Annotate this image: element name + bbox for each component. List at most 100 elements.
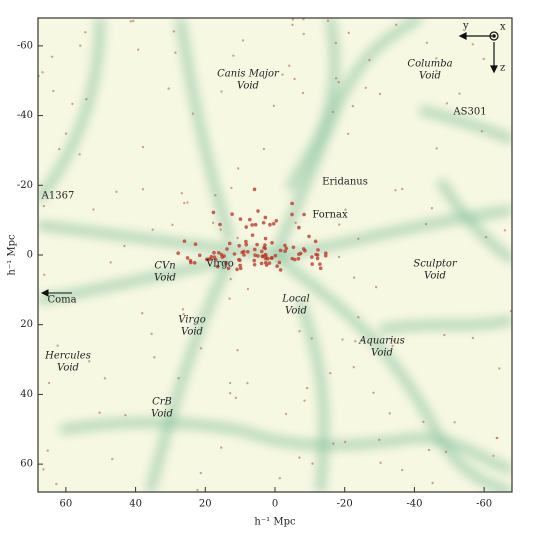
annotation: AS301: [452, 107, 486, 118]
x-tick-label: 20: [199, 499, 212, 510]
annotation: A1367: [41, 191, 75, 202]
galaxy-dot: [314, 252, 318, 257]
galaxy-dot: [272, 104, 276, 108]
galaxy-dot: [431, 481, 434, 485]
galaxy-dot: [294, 221, 297, 224]
galaxy-dot: [443, 333, 446, 337]
galaxy-dot: [337, 255, 341, 259]
galaxy-dot: [220, 90, 223, 93]
galaxy-dot: [337, 223, 341, 226]
galaxy-dot: [252, 187, 257, 192]
galaxy-dot: [427, 448, 431, 452]
galaxy-dot: [354, 340, 357, 343]
galaxy-dot: [250, 223, 254, 227]
galaxy-dot: [115, 190, 118, 193]
x-tick-label: 0: [272, 499, 278, 510]
galaxy-dot: [242, 253, 246, 257]
arrow-head: [40, 289, 49, 297]
galaxy-dot: [395, 23, 398, 26]
galaxy-dot: [278, 268, 283, 272]
galaxy-dot: [337, 80, 340, 84]
galaxy-dot: [132, 19, 135, 23]
galaxy-dot: [103, 377, 107, 380]
galaxy-dot: [278, 476, 281, 480]
galaxy-dot: [374, 285, 378, 289]
galaxy-dot: [291, 23, 294, 27]
galaxy-dot: [182, 312, 185, 316]
galaxy-dot: [229, 277, 233, 281]
compass-arrowhead: [490, 65, 498, 74]
annotation: CVn: [154, 261, 175, 272]
galaxy-dot: [199, 471, 203, 475]
galaxy-dot: [193, 242, 198, 247]
annotation: Virgo: [178, 315, 205, 326]
galaxy-dot: [129, 20, 132, 23]
galaxy-dot: [186, 201, 189, 204]
galaxy-dot: [290, 201, 294, 206]
compass-arrowhead: [458, 32, 467, 40]
galaxy-dot: [46, 449, 49, 452]
galaxy-dot: [246, 287, 250, 291]
galaxy-dot: [58, 147, 61, 151]
annotation: Void: [57, 363, 79, 374]
galaxy-dot: [228, 391, 232, 395]
galaxy-dot: [498, 367, 501, 370]
annotation: Void: [424, 271, 446, 282]
galaxy-dot: [296, 256, 301, 261]
galaxy-dot: [199, 347, 203, 350]
galaxy-dot: [236, 167, 240, 170]
compass-label: z: [500, 63, 505, 74]
galaxy-dot: [263, 252, 268, 257]
galaxy-dot: [238, 266, 243, 271]
galaxy-dot: [84, 31, 87, 34]
galaxy-dot: [495, 436, 498, 440]
galaxy-dot: [216, 250, 221, 255]
galaxy-dot: [150, 332, 153, 336]
galaxy-dot: [55, 482, 58, 486]
galaxy-dot: [238, 217, 243, 221]
galaxy-dot: [228, 381, 232, 385]
galaxy-dot: [444, 450, 448, 454]
galaxy-dot: [435, 57, 438, 60]
galaxy-dot: [176, 251, 180, 256]
galaxy-dot: [256, 254, 260, 258]
galaxy-dot: [214, 257, 218, 262]
galaxy-dot: [208, 257, 213, 261]
galaxy-dot: [196, 488, 199, 492]
galaxy-dot: [425, 41, 429, 44]
galaxy-dot: [290, 256, 295, 261]
galaxy-dot: [273, 253, 278, 258]
galaxy-dot: [214, 193, 217, 197]
compass-label: y: [462, 21, 469, 32]
annotation: Void: [285, 306, 307, 317]
galaxy-dot: [236, 349, 239, 352]
galaxy-dot: [503, 229, 507, 232]
y-tick-label: -60: [17, 40, 33, 51]
galaxy-dot: [212, 250, 216, 255]
galaxy-dot: [168, 275, 171, 279]
galaxy-dot: [137, 48, 140, 51]
galaxy-dot: [263, 215, 268, 220]
galaxy-dot: [392, 339, 395, 342]
galaxy-dot: [246, 381, 249, 385]
galaxy-dot: [271, 221, 276, 226]
galaxy-dot: [218, 222, 222, 227]
coma-arrow: [40, 289, 72, 297]
galaxy-dot: [378, 438, 381, 442]
galaxy-dot: [180, 191, 183, 195]
galaxy-dot: [247, 217, 252, 222]
galaxy-dot: [347, 31, 350, 35]
galaxy-dot: [311, 462, 314, 465]
galaxy-dot: [191, 112, 195, 115]
galaxy-dot: [228, 297, 231, 300]
galaxy-dot: [177, 377, 180, 380]
galaxy-dot: [224, 261, 228, 266]
galaxy-dot: [305, 386, 309, 390]
y-tick-label: -20: [17, 180, 33, 191]
galaxy-dot: [298, 330, 301, 333]
galaxy-dot: [227, 241, 232, 246]
galaxy-dot: [482, 57, 485, 61]
galaxy-dot: [287, 64, 291, 68]
galaxy-dot: [235, 267, 239, 272]
galaxy-dot: [255, 242, 259, 247]
